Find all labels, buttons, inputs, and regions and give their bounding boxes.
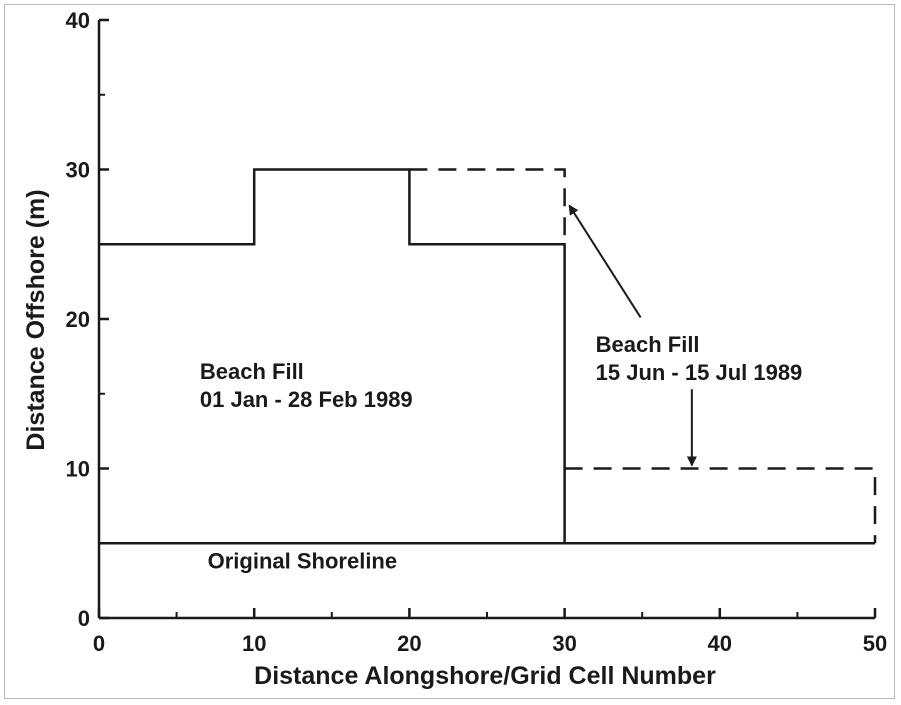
annotation-arrow-1 [568, 204, 642, 319]
plot-area: 0 10 20 30 40 50 0 10 20 30 40 Beach Fill 01 Jan - 2… [66, 8, 888, 656]
annotation-fill-1-line-2: 01 Jan - 28 Feb 1989 [200, 387, 413, 412]
x-tick-label: 50 [863, 631, 887, 656]
y-tick-label: 30 [66, 158, 90, 183]
x-tick-label: 30 [552, 631, 576, 656]
x-tick-label: 0 [93, 631, 105, 656]
annotation-fill-1-line-1: Beach Fill [200, 359, 304, 384]
x-tick-label: 40 [708, 631, 732, 656]
series-line-3 [564, 467, 877, 544]
figure-frame [4, 4, 895, 699]
x-axis-title: Distance Alongshore/Grid Cell Number [254, 662, 716, 690]
series-line-2 [409, 168, 566, 245]
y-tick-label: 40 [66, 8, 90, 33]
y-tick-label: 0 [78, 606, 90, 631]
x-tick-label: 10 [242, 631, 266, 656]
y-tick-label: 20 [66, 307, 90, 332]
x-tick-label: 20 [397, 631, 421, 656]
y-axis-title: Distance Offshore (m) [22, 189, 50, 450]
annotation-fill-2-line-1: Beach Fill [596, 332, 700, 357]
annotation-fill-2-line-2: 15 Jun - 15 Jul 1989 [596, 360, 803, 385]
series-line-1 [99, 168, 566, 544]
y-tick-label: 10 [66, 457, 90, 482]
annotation-shoreline-line-1: Original Shoreline [208, 549, 397, 574]
